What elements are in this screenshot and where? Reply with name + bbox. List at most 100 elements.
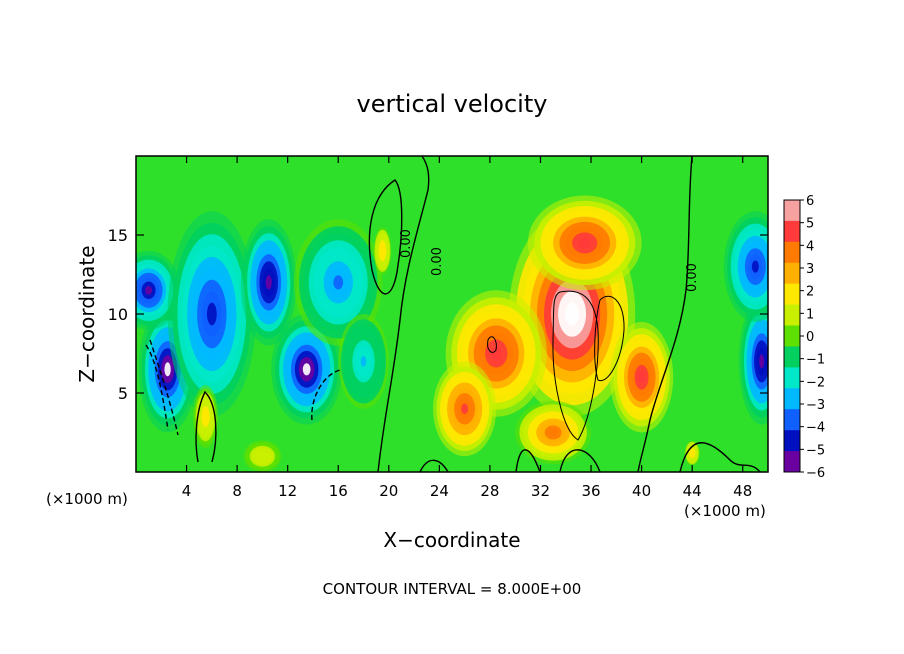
velocity-cell	[433, 361, 497, 457]
x-tick-label: 12	[278, 482, 297, 500]
colorbar-tick-label: −3	[806, 398, 825, 413]
plot-area	[136, 156, 768, 472]
velocity-field	[136, 195, 768, 472]
colorbar-swatch	[784, 346, 800, 368]
x-tick-label: 24	[430, 482, 449, 500]
colorbar-tick-label: −4	[806, 421, 825, 436]
colorbar-swatch	[784, 283, 800, 306]
velocity-level	[260, 454, 265, 459]
x-tick-label: 44	[683, 482, 702, 500]
velocity-cell	[527, 195, 642, 291]
velocity-level	[164, 362, 171, 377]
colorbar-tick-label: 0	[806, 330, 814, 345]
colorbar-tick-label: −6	[806, 466, 825, 481]
velocity-level	[265, 275, 272, 290]
velocity-level	[333, 275, 344, 290]
contour-label-group: 0.00 0.00 0.00	[399, 229, 700, 292]
x-tick-label: 20	[379, 482, 398, 500]
velocity-cell	[243, 440, 282, 472]
velocity-level	[490, 346, 502, 361]
contour-lines	[145, 156, 761, 472]
velocity-level	[360, 356, 367, 367]
colorbar: 6 5 4 3 2 1 0 −1 −2 −3 −4 −5 −6	[783, 194, 825, 481]
x-axis: 4 8 12 16 20 24 28 32 36 40 44 48	[182, 156, 752, 500]
colorbar-swatch	[784, 325, 800, 347]
zero-contour-right	[637, 156, 693, 472]
velocity-level	[204, 413, 207, 421]
velocity-cell	[240, 219, 297, 346]
x-tick-label: 36	[581, 482, 600, 500]
y-tick-label: 5	[118, 384, 128, 403]
x-tick-label: 40	[632, 482, 651, 500]
velocity-level	[638, 371, 646, 384]
colorbar-swatch	[784, 451, 800, 473]
colorbar-tick-label: 4	[806, 239, 814, 254]
velocity-level	[461, 403, 469, 415]
left-green-contour	[195, 390, 217, 463]
colorbar-swatch	[784, 430, 800, 452]
y-tick-label: 10	[108, 305, 128, 324]
zero-contour-left	[377, 156, 430, 472]
velocity-cell	[723, 211, 768, 322]
velocity-cell	[294, 219, 383, 346]
colorbar-tick-label: 3	[806, 262, 814, 277]
velocity-cell	[167, 211, 257, 417]
chart-title: vertical velocity	[357, 90, 548, 118]
velocity-cell	[136, 250, 181, 330]
velocity-cell	[610, 321, 674, 433]
colorbar-tick-label: 2	[806, 285, 814, 300]
colorbar-tick-label: 6	[806, 194, 814, 209]
dashed-contour-mid	[311, 369, 341, 421]
velocity-level	[691, 451, 693, 455]
colorbar-swatch	[784, 304, 800, 326]
colorbar-tick-label: −5	[806, 443, 825, 458]
contour-interval-text: CONTOUR INTERVAL = 8.000E+00	[323, 580, 582, 598]
zero-contour-upper	[368, 179, 403, 295]
inner-contour-core	[552, 290, 599, 441]
velocity-level	[759, 354, 765, 369]
inner-contour-small	[487, 336, 497, 353]
x-tick-label: 28	[480, 482, 499, 500]
velocity-cell	[373, 227, 392, 275]
dashed-contour-left-2	[149, 339, 179, 436]
colorbar-swatch	[784, 241, 800, 264]
x-tick-label: 48	[733, 482, 752, 500]
velocity-cell	[515, 400, 592, 465]
colorbar-swatch	[784, 262, 800, 285]
velocity-level	[565, 302, 580, 326]
velocity-level	[381, 248, 384, 254]
x-axis-label: X−coordinate	[383, 528, 520, 552]
x-tick-label: 4	[182, 482, 192, 500]
x-tick-label: 8	[232, 482, 242, 500]
velocity-level	[751, 260, 759, 273]
colorbar-swatch	[784, 220, 800, 243]
bottom-contour-wiggle	[419, 442, 761, 472]
colorbar-swatch	[784, 200, 800, 222]
velocity-level	[548, 429, 558, 436]
velocity-level	[302, 363, 311, 376]
colorbar-swatch	[784, 409, 800, 431]
colorbar-swatch	[784, 388, 800, 410]
colorbar-tick-label: 5	[806, 217, 814, 232]
x-tick-label: 16	[329, 482, 348, 500]
contour-label: 0.00	[685, 263, 700, 292]
velocity-cell	[684, 440, 700, 466]
velocity-level	[206, 302, 217, 326]
y-axis-label: Z−coordinate	[75, 245, 99, 382]
inner-contour-core-2	[594, 295, 625, 382]
y-axis: 5 10 15	[108, 226, 768, 403]
colorbar-tick-label: −2	[806, 375, 825, 390]
contour-label: 0.00	[430, 247, 445, 276]
colorbar-swatch	[784, 367, 800, 389]
colorbar-tick-label: 1	[806, 307, 814, 322]
colorbar-tick-label: −1	[806, 353, 825, 368]
velocity-level	[578, 237, 592, 249]
x-tick-label: 32	[531, 482, 550, 500]
dashed-contour-left-1	[145, 344, 169, 431]
x-unit-label-right: (×1000 m)	[684, 502, 766, 520]
velocity-level	[145, 285, 153, 295]
contour-label: 0.00	[399, 229, 414, 258]
y-tick-label: 15	[108, 226, 128, 245]
x-unit-label-left: (×1000 m)	[46, 490, 128, 508]
